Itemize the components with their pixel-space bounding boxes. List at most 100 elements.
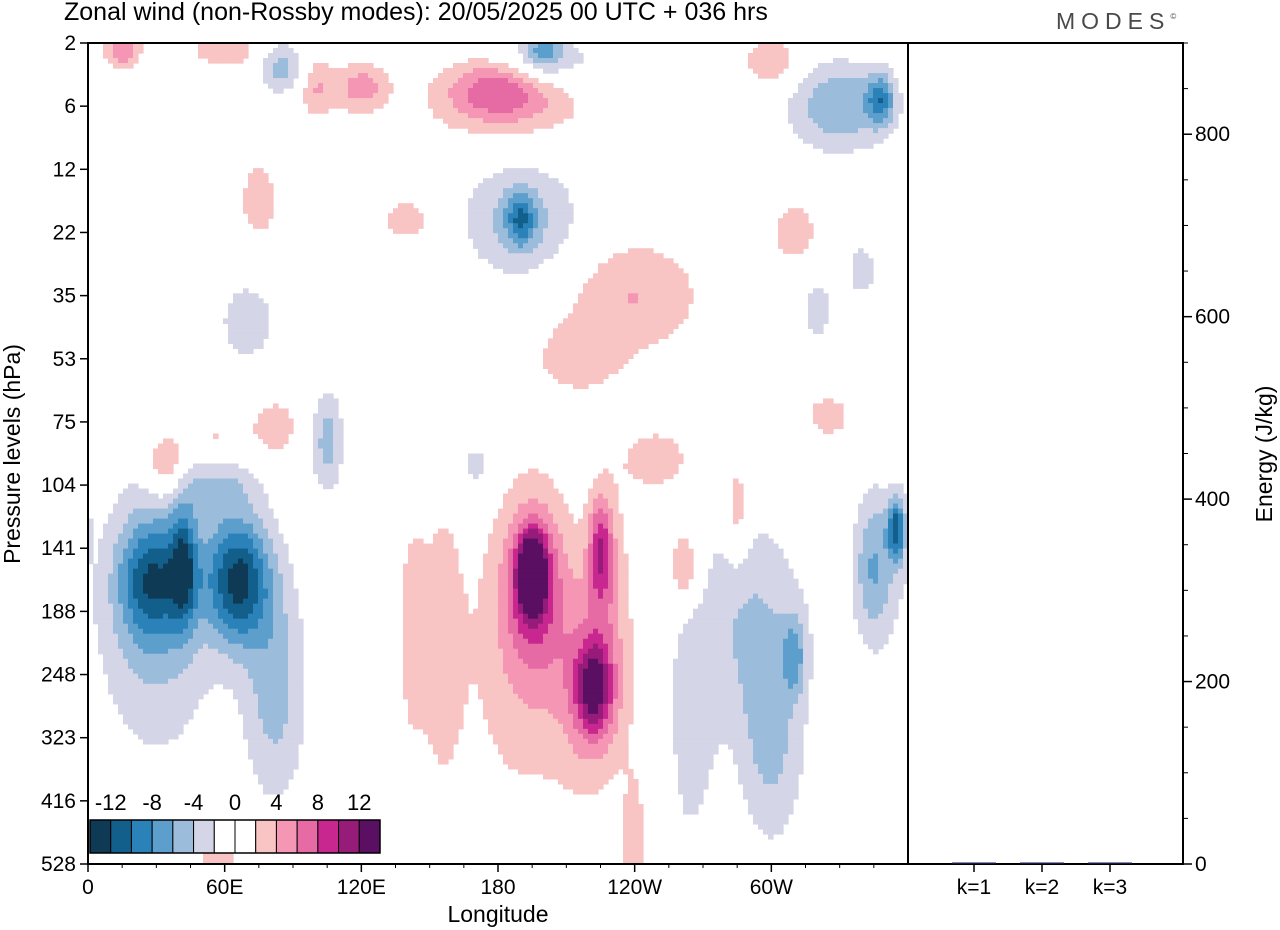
heatmap-cell <box>568 343 574 349</box>
heatmap-cell <box>783 603 789 610</box>
heatmap-cell <box>833 58 839 64</box>
heatmap-cell <box>193 608 199 615</box>
heatmap-cell <box>508 223 514 229</box>
heatmap-cell <box>723 558 729 565</box>
heatmap-cell <box>903 548 908 555</box>
heatmap-cell <box>133 593 139 600</box>
heatmap-cell <box>883 78 889 84</box>
heatmap-cell <box>508 503 514 510</box>
heatmap-cell <box>873 513 879 520</box>
heatmap-cell <box>463 78 469 84</box>
heatmap-cell <box>638 458 644 465</box>
heatmap-cell <box>598 503 604 510</box>
heatmap-cell <box>538 118 544 124</box>
heatmap-cell <box>533 483 539 490</box>
heatmap-cell <box>403 568 409 575</box>
heatmap-cell <box>538 208 544 214</box>
heatmap-cell <box>313 103 319 109</box>
heatmap-cell <box>648 438 654 445</box>
heatmap-cell <box>588 533 594 540</box>
heatmap-cell <box>178 533 184 540</box>
heatmap-cell <box>578 613 584 620</box>
heatmap-cell <box>413 568 419 575</box>
heatmap-cell <box>863 563 869 570</box>
heatmap-cell <box>208 48 214 54</box>
heatmap-cell <box>598 368 604 375</box>
heatmap-cell <box>708 593 714 600</box>
heatmap-cell <box>488 123 494 129</box>
heatmap-cell <box>123 573 129 580</box>
heatmap-cell <box>798 233 804 239</box>
heatmap-cell <box>498 243 504 249</box>
heatmap-cell <box>428 583 434 590</box>
heatmap-cell <box>548 583 554 590</box>
heatmap-cell <box>588 278 594 284</box>
heatmap-cell <box>138 578 144 585</box>
heatmap-cell <box>818 308 824 314</box>
heatmap-cell <box>473 463 479 470</box>
heatmap-cell <box>218 608 224 615</box>
heatmap-cell <box>453 88 459 94</box>
heatmap-cell <box>268 518 274 525</box>
heatmap-cell <box>608 528 614 535</box>
heatmap-cell <box>163 553 169 560</box>
heatmap-cell <box>528 88 534 94</box>
heatmap-cell <box>788 608 794 615</box>
heatmap-cell <box>168 498 174 505</box>
heatmap-cell <box>803 78 809 84</box>
heatmap-cell <box>278 443 284 450</box>
heatmap-cell <box>98 603 104 610</box>
heatmap-cell <box>513 268 519 274</box>
heatmap-cell <box>823 113 829 119</box>
heatmap-cell <box>158 498 164 505</box>
heatmap-cell <box>328 413 334 420</box>
heatmap-cell <box>683 308 689 314</box>
heatmap-cell <box>233 603 239 610</box>
heatmap-cell <box>93 598 99 605</box>
heatmap-cell <box>838 133 844 139</box>
heatmap-cell <box>878 533 884 540</box>
heatmap-cell <box>778 573 784 580</box>
heatmap-cell <box>158 573 164 580</box>
heatmap-cell <box>593 573 599 580</box>
heatmap-cell <box>568 608 574 615</box>
heatmap-cell <box>738 513 744 520</box>
heatmap-cell <box>588 368 594 375</box>
heatmap-cell <box>883 523 889 530</box>
heatmap-cell <box>503 73 509 79</box>
heatmap-cell <box>233 563 239 570</box>
heatmap-cell <box>663 293 669 299</box>
heatmap-cell <box>203 513 209 520</box>
heatmap-cell <box>828 403 834 410</box>
heatmap-cell <box>288 73 294 79</box>
heatmap-cell <box>683 568 689 575</box>
heatmap-cell <box>268 78 274 84</box>
heatmap-cell <box>533 93 539 99</box>
heatmap-cell <box>523 523 529 530</box>
heatmap-cell <box>788 583 794 590</box>
heatmap-cell <box>443 553 449 560</box>
heatmap-cell <box>233 308 239 314</box>
heatmap-cell <box>593 308 599 314</box>
heatmap-cell <box>533 508 539 515</box>
heatmap-cell <box>638 468 644 475</box>
heatmap-cell <box>478 208 484 214</box>
heatmap-cell <box>178 618 184 625</box>
heatmap-cell <box>223 488 229 495</box>
heatmap-cell <box>573 613 579 620</box>
heatmap-cell <box>218 553 224 560</box>
heatmap-cell <box>248 543 254 550</box>
heatmap-cell <box>553 513 559 520</box>
heatmap-cell <box>558 588 564 595</box>
heatmap-cell <box>148 568 154 575</box>
heatmap-cell <box>268 548 274 555</box>
heatmap-cell <box>833 73 839 79</box>
heatmap-cell <box>183 488 189 495</box>
heatmap-cell <box>178 493 184 500</box>
heatmap-cell <box>778 218 784 224</box>
heatmap-cell <box>318 448 324 455</box>
heatmap-cell <box>233 338 239 344</box>
heatmap-cell <box>188 563 194 570</box>
heatmap-cell <box>808 98 814 104</box>
heatmap-cell <box>483 213 489 219</box>
